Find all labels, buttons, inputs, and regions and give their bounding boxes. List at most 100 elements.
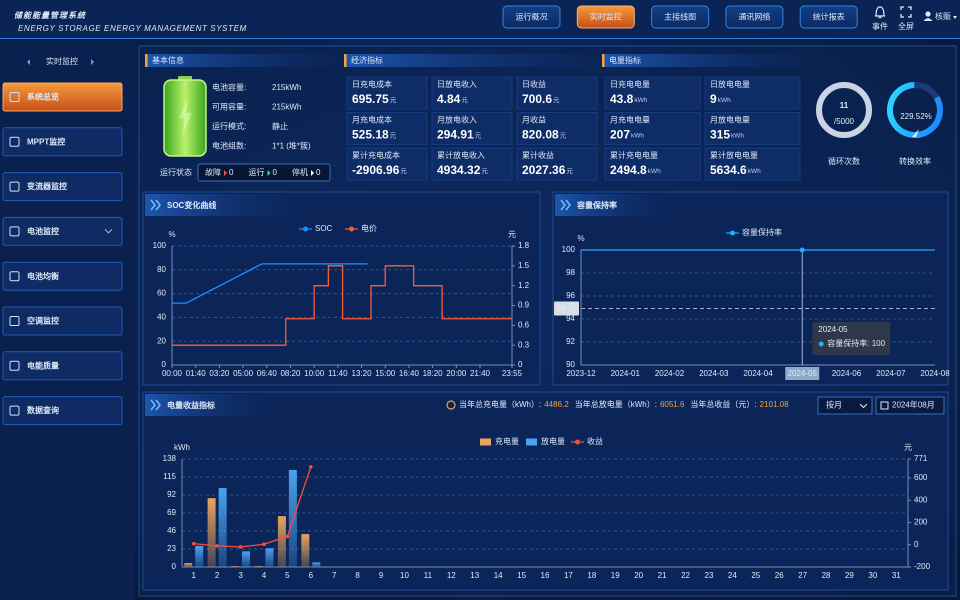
x-tick-label: 11 — [424, 571, 433, 580]
metric-label: 日收益 — [522, 79, 546, 89]
tooltip-bg — [812, 322, 891, 355]
section-title: 基本信息 — [152, 55, 184, 65]
nav-tab-bg[interactable] — [502, 5, 561, 29]
metric-value: 695.75 — [352, 92, 389, 106]
sidebar-chevron — [104, 229, 113, 234]
nav-tab-bg[interactable] — [799, 5, 858, 29]
x-tick-label: 12 — [447, 571, 456, 580]
metric-card — [431, 112, 513, 145]
y-tick-label: 92 — [167, 490, 176, 499]
metric-value: 294.91 — [437, 128, 474, 142]
sidebar-item-bg[interactable] — [2, 172, 123, 202]
y-tick-label: 23 — [167, 544, 176, 553]
x-tick-label: 08:20 — [280, 369, 301, 378]
panel-header — [555, 194, 663, 216]
tool-button[interactable]: 事件 — [872, 6, 888, 31]
legend-item[interactable]: SOC — [299, 224, 333, 233]
sidebar-item[interactable]: 电池均衡 — [2, 261, 123, 291]
sidebar-item-bg[interactable] — [2, 306, 123, 336]
date-picker-box[interactable] — [875, 396, 945, 415]
period-select[interactable]: 按月 — [817, 396, 873, 415]
x-label-highlight — [785, 367, 820, 380]
user-menu[interactable]: 核赈 — [923, 11, 958, 21]
nav-tab[interactable]: 主接线图 — [651, 5, 710, 29]
y2-tick-label: 0 — [518, 360, 523, 369]
line-point — [262, 542, 266, 546]
nav-tab-bg[interactable] — [651, 5, 710, 29]
metric-value-text: 5634.6kWh — [710, 163, 761, 177]
x-tick-label: 06:40 — [257, 369, 278, 378]
sidebar-item-icon — [9, 360, 20, 371]
sidebar-item-bg[interactable] — [2, 351, 123, 381]
metric-unit: 元 — [560, 131, 567, 139]
tool-button[interactable]: 全屏 — [898, 6, 914, 31]
date-picker[interactable]: 2024年08月 — [875, 396, 945, 415]
sidebar-item[interactable]: 空调监控 — [2, 306, 123, 336]
y-tick-label: 80 — [157, 265, 166, 274]
metric-value: 4934.32 — [437, 163, 481, 177]
nav-tab-bg[interactable] — [576, 5, 635, 29]
sidebar-item-bg[interactable] — [2, 261, 123, 291]
legend-item[interactable]: 电价 — [345, 223, 377, 233]
metric-value-text: 700.6元 — [522, 92, 560, 106]
sidebar-item-bg[interactable] — [2, 82, 123, 112]
status-arrow — [267, 170, 271, 176]
nav-tab[interactable]: 运行概况 — [502, 5, 561, 29]
nav-tab[interactable]: 实时监控 — [576, 5, 635, 29]
legend-item[interactable]: 收益 — [571, 436, 603, 446]
sidebar-item-icon — [9, 92, 20, 102]
metric-value: 207 — [610, 128, 630, 142]
x-tick-label: 31 — [892, 571, 901, 580]
line-point — [285, 534, 290, 539]
x-tick-label: 18 — [587, 571, 596, 580]
period-select-box[interactable] — [817, 396, 873, 415]
metric-card — [516, 76, 598, 110]
legend-item[interactable]: 充电量 — [480, 436, 519, 446]
status-count: 0 — [316, 168, 321, 177]
y2-tick-label: 1.8 — [518, 241, 530, 250]
bar — [207, 498, 216, 567]
legend-item[interactable]: 容量保持率 — [726, 227, 782, 237]
status-label: 停机 — [292, 167, 308, 177]
y-tick-label: 138 — [163, 454, 177, 463]
sidebar-item[interactable]: 数据查询 — [2, 396, 123, 426]
sidebar-item[interactable]: 系统总览 — [2, 82, 123, 112]
x-tick-label: 13 — [470, 571, 479, 580]
metric-label: 累计充电电量 — [610, 150, 658, 160]
sidebar-item-bg[interactable] — [2, 396, 123, 426]
y2-tick-label: 1.5 — [518, 261, 530, 270]
metric-value: 820.08 — [522, 128, 559, 142]
x-tick-label: 28 — [822, 571, 831, 580]
nav-tab-bg[interactable] — [725, 5, 784, 29]
status-count: 0 — [273, 168, 278, 177]
y2-tick-label: 771 — [914, 454, 928, 463]
metric-card — [604, 112, 701, 145]
metric-value-text: 4.84元 — [437, 92, 468, 106]
nav-tab[interactable]: 统计报表 — [799, 5, 858, 29]
nav-tab-label: 通讯网络 — [738, 12, 770, 22]
nav-tab[interactable]: 通讯网络 — [725, 5, 784, 29]
x-tick-label: 27 — [798, 571, 807, 580]
info-value: 215kWh — [272, 83, 301, 92]
sidebar-item-label: 系统总览 — [27, 92, 59, 102]
legend-item[interactable]: 放电量 — [526, 436, 565, 446]
x-tick-label: 01:40 — [186, 369, 207, 378]
panel-header — [145, 394, 263, 416]
sidebar-item[interactable]: 电池监控 — [2, 216, 123, 246]
sidebar-item-bg[interactable] — [2, 216, 123, 246]
summary-text: 当年总充电量（kWh）: 4486.2 当年总放电量（kWh）: 6051.6 当年总收… — [459, 399, 789, 409]
panel-title: 电量收益指标 — [167, 400, 215, 410]
sidebar-item[interactable]: 变流器监控 — [2, 172, 123, 202]
bar — [195, 545, 204, 567]
gauge-value: 11 — [840, 101, 849, 110]
metric-card — [604, 147, 701, 181]
sidebar-item[interactable]: 电能质量 — [2, 351, 123, 381]
status-label: 运行 — [249, 167, 265, 177]
metric-value-text: 525.18元 — [352, 128, 397, 142]
metric-unit: 元 — [400, 167, 407, 175]
sidebar-item[interactable]: MPPT监控 — [2, 127, 123, 157]
sidebar-item-bg[interactable] — [2, 127, 123, 157]
gauge-label: 转换效率 — [899, 156, 931, 166]
metric-card — [431, 147, 513, 181]
x-tick-label: 20 — [634, 571, 643, 580]
